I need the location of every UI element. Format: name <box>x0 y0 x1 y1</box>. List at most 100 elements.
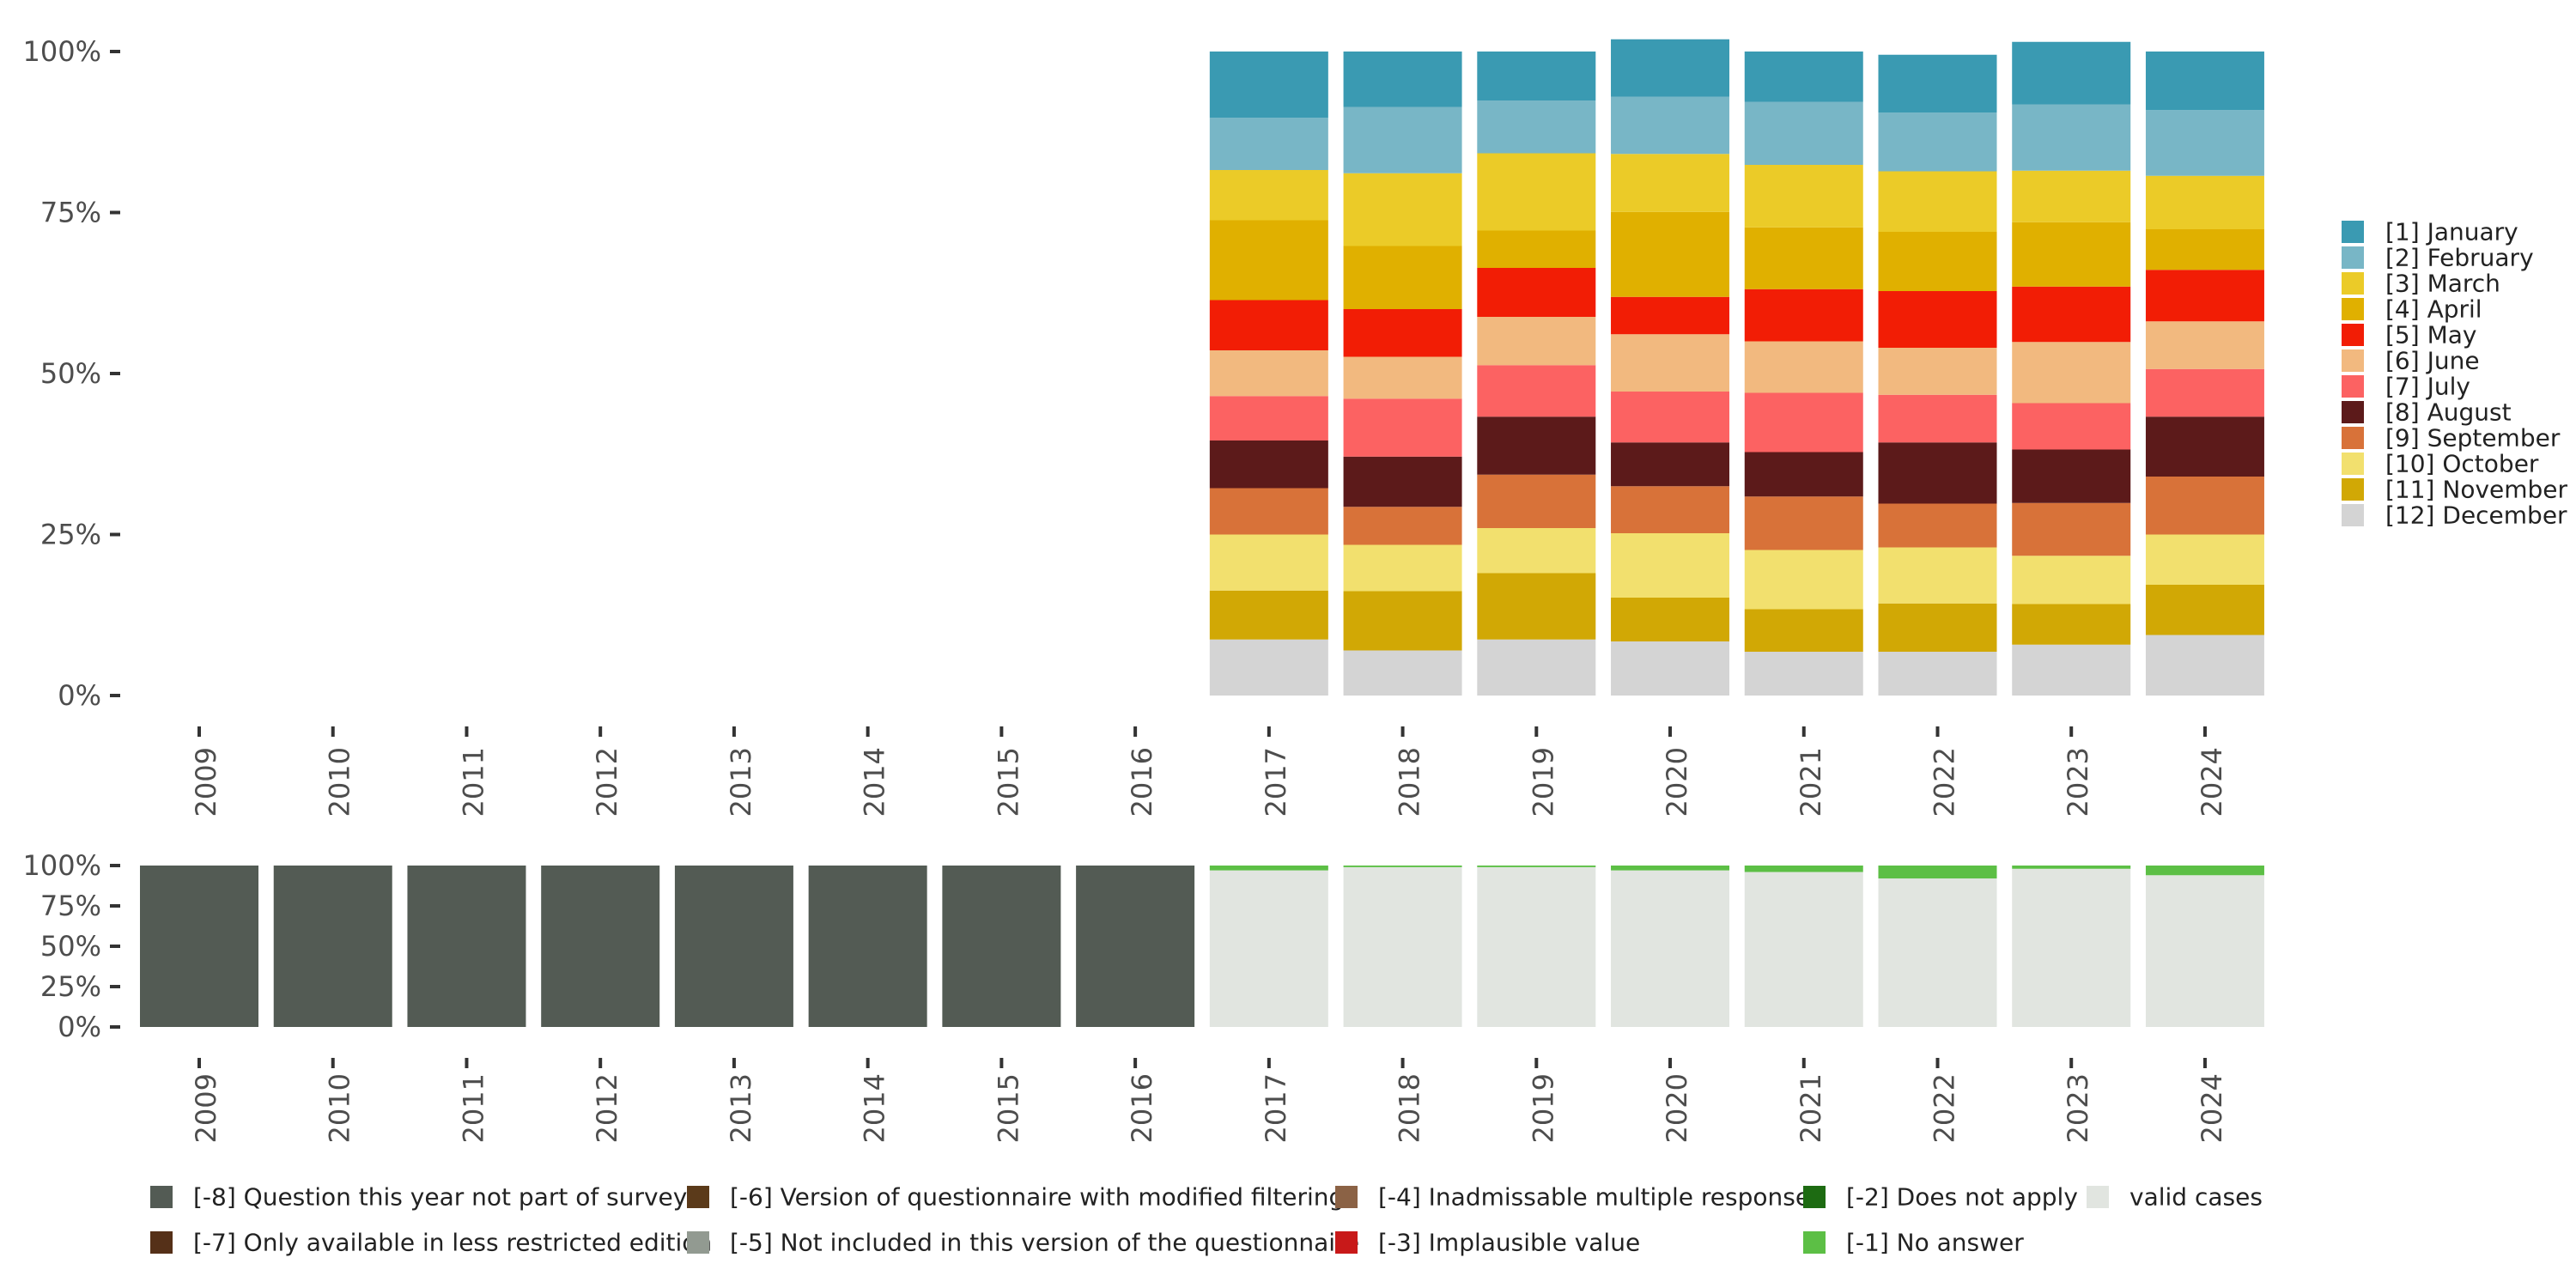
y-tick-label: 75% <box>40 890 101 922</box>
bar-2018--9-september <box>1343 507 1462 545</box>
bar-2017--9-september <box>1209 488 1328 535</box>
bar-2019-valid-cases <box>1477 866 1596 1027</box>
bar-2021--1-no-answer <box>1744 866 1863 872</box>
x-tick-label: 2019 <box>1527 1073 1559 1143</box>
bar-2024--11-november <box>2145 585 2264 635</box>
legend-label: [-4] Inadmissable multiple response <box>1378 1183 1810 1212</box>
bar-2019--8-august <box>1477 416 1596 475</box>
bar-2019--10-october <box>1477 528 1596 574</box>
y-tick-label: 50% <box>40 930 101 963</box>
bar-2024--7-july <box>2145 368 2264 417</box>
x-tick-label: 2016 <box>1126 747 1158 817</box>
bar-2023--4-april <box>2012 222 2131 287</box>
bar-2015--8-question-this-year-not-part-of-survey <box>942 866 1061 1027</box>
bar-2023--1-no-answer <box>2012 866 2131 869</box>
legend-swatch <box>2342 246 2364 269</box>
bar-2019--2-february <box>1477 100 1596 154</box>
bar-2020--1-january <box>1611 39 1730 97</box>
y-tick-label: 25% <box>40 519 101 551</box>
bar-2017--2-february <box>1209 118 1328 170</box>
missing-values-legend: [-8] Question this year not part of surv… <box>150 1183 2263 1257</box>
legend-swatch <box>2342 504 2364 526</box>
bar-2019--3-march <box>1477 153 1596 231</box>
bar-2017--4-april <box>1209 220 1328 301</box>
x-tick-label: 2018 <box>1394 1073 1426 1143</box>
x-tick-label: 2017 <box>1260 1073 1292 1143</box>
bar-2023--10-october <box>2012 556 2131 605</box>
bar-2023--9-september <box>2012 502 2131 556</box>
bar-2018--4-april <box>1343 246 1462 309</box>
bar-2023--6-june <box>2012 342 2131 404</box>
bar-2009--8-question-this-year-not-part-of-survey <box>140 866 258 1027</box>
bar-2018--8-august <box>1343 456 1462 507</box>
bar-2023--2-february <box>2012 104 2131 171</box>
legend-swatch <box>687 1231 709 1254</box>
bar-2023--5-may <box>2012 286 2131 343</box>
legend-label: [-8] Question this year not part of surv… <box>193 1183 687 1212</box>
bar-2020--3-march <box>1611 154 1730 212</box>
bar-2018--3-march <box>1343 173 1462 246</box>
bar-2011--8-question-this-year-not-part-of-survey <box>407 866 526 1027</box>
bar-2021--11-november <box>1744 609 1863 652</box>
legend-label: [-3] Implausible value <box>1378 1229 1640 1257</box>
legend-label: [10] October <box>2385 450 2539 478</box>
bar-2024--10-october <box>2145 534 2264 585</box>
bar-2023--12-december <box>2012 644 2131 696</box>
x-tick-label: 2023 <box>2062 747 2094 817</box>
x-tick-label: 2012 <box>591 1073 623 1143</box>
x-tick-label: 2011 <box>457 747 489 817</box>
x-tick-label: 2020 <box>1661 1073 1693 1143</box>
x-tick-label: 2018 <box>1394 747 1426 817</box>
bar-2019--12-december <box>1477 639 1596 696</box>
bar-2019--6-june <box>1477 317 1596 366</box>
bar-2017--12-december <box>1209 639 1328 696</box>
legend-swatch <box>2342 324 2364 346</box>
x-tick-label: 2024 <box>2196 1073 2228 1143</box>
bar-2024--2-february <box>2145 110 2264 176</box>
x-tick-label: 2010 <box>324 1073 356 1143</box>
bar-2018--7-july <box>1343 398 1462 457</box>
bar-2018--11-november <box>1343 591 1462 651</box>
legend-swatch <box>687 1186 709 1208</box>
bar-2022--5-may <box>1878 291 1997 348</box>
bar-2020--12-december <box>1611 641 1730 696</box>
bar-2021--3-march <box>1744 165 1863 228</box>
legend-label: valid cases <box>2129 1183 2263 1212</box>
legend-swatch <box>2342 453 2364 475</box>
bar-2017--6-june <box>1209 350 1328 397</box>
x-tick-label: 2021 <box>1795 1073 1827 1143</box>
y-tick-label: 100% <box>23 849 101 882</box>
x-tick-label: 2022 <box>1928 1073 1960 1143</box>
bar-2023--8-august <box>2012 449 2131 503</box>
legend-swatch <box>2342 427 2364 449</box>
bar-2017--11-november <box>1209 590 1328 640</box>
bar-2018--10-october <box>1343 544 1462 592</box>
x-tick-label: 2009 <box>190 747 222 817</box>
x-tick-label: 2013 <box>725 1073 757 1143</box>
bar-2022--11-november <box>1878 603 1997 652</box>
x-tick-label: 2012 <box>591 747 623 817</box>
legend-swatch <box>2087 1186 2109 1208</box>
bar-2018--12-december <box>1343 650 1462 696</box>
bar-2022--3-march <box>1878 171 1997 232</box>
bar-2018--5-may <box>1343 309 1462 357</box>
x-tick-label: 2009 <box>190 1073 222 1143</box>
bar-2021--9-september <box>1744 496 1863 550</box>
bar-2012--8-question-this-year-not-part-of-survey <box>541 866 660 1027</box>
bar-2022-valid-cases <box>1878 878 1997 1027</box>
bar-2024--3-march <box>2145 175 2264 229</box>
legend-label: [-2] Does not apply <box>1846 1183 2078 1212</box>
bar-2022--8-august <box>1878 442 1997 504</box>
bar-2022--4-april <box>1878 232 1997 291</box>
legend-swatch <box>2342 298 2364 320</box>
y-tick-label: 100% <box>23 35 101 68</box>
bar-2020--10-october <box>1611 533 1730 598</box>
x-tick-label: 2013 <box>725 747 757 817</box>
main-chart-panel: 0% 25% 50% 75% 100% 2009 2010 2011 2012 2013 2014 2… <box>23 35 2264 817</box>
bar-2019--5-may <box>1477 268 1596 317</box>
legend-label: [9] September <box>2385 424 2561 453</box>
bar-2020--5-may <box>1611 296 1730 335</box>
bar-2019--9-september <box>1477 474 1596 528</box>
bar-2017--10-october <box>1209 534 1328 591</box>
